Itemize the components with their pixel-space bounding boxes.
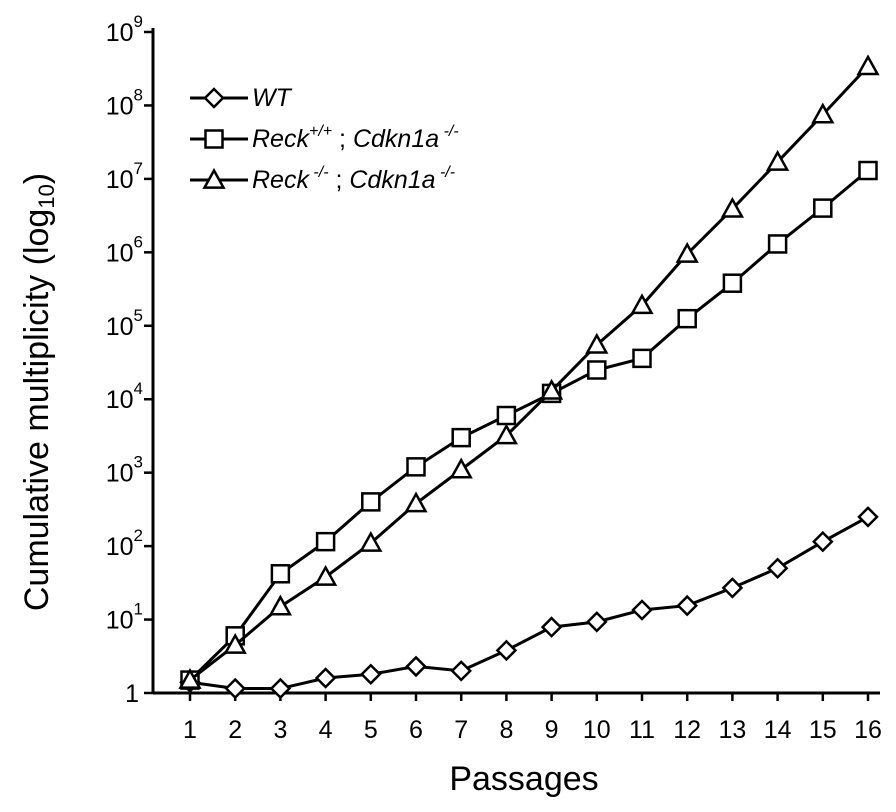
data-point-diamond: [766, 557, 789, 579]
legend: WT Reck+/+ ; Cdkn1a -/- Reck -/- ; Cdkn1…: [190, 84, 459, 194]
data-point-square: [406, 457, 426, 477]
data-point-triangle: [585, 332, 609, 354]
data-point-square: [632, 348, 652, 369]
data-point-triangle: [359, 530, 383, 552]
data-point-square: [677, 308, 697, 329]
data-point-square: [813, 198, 833, 218]
data-point-diamond: [812, 530, 834, 553]
x-tick-label: 4: [319, 716, 333, 744]
data-point-triangle: [449, 457, 473, 479]
data-point-diamond: [314, 667, 337, 689]
data-point-square: [587, 360, 607, 380]
y-tick-label: 109: [106, 12, 143, 47]
data-point-diamond: [269, 677, 292, 700]
y-tick-label: 1: [125, 680, 139, 708]
data-point-square: [315, 531, 336, 552]
y-tick-label: 101: [106, 600, 143, 635]
x-tick-label: 8: [499, 716, 513, 744]
x-tick-label: 11: [629, 716, 655, 744]
data-point-triangle: [268, 594, 293, 616]
data-point-triangle: [404, 491, 428, 513]
data-point-triangle: [765, 149, 790, 171]
x-tick-label: 12: [673, 716, 701, 744]
data-point-triangle: [223, 632, 247, 654]
series-line: [188, 169, 869, 682]
x-tick-label: 16: [854, 716, 882, 744]
data-point-diamond: [224, 677, 246, 700]
data-point-triangle: [675, 241, 699, 263]
y-tick-label: 104: [106, 379, 143, 414]
legend-label-wt: WT: [252, 84, 293, 112]
x-tick-label: 6: [409, 716, 423, 744]
y-tick-label: 105: [106, 306, 143, 341]
data-point-square: [496, 405, 517, 426]
legend-label-reck-pp: Reck+/+ ; Cdkn1a -/-: [252, 123, 459, 153]
data-point-square: [451, 427, 471, 448]
data-point-triangle: [313, 564, 338, 586]
data-point-triangle: [811, 102, 835, 124]
legend-marker-square: [204, 129, 224, 149]
x-tick-label: 2: [228, 716, 242, 744]
x-tick-label: 15: [809, 716, 837, 744]
x-tick-label: 5: [364, 716, 378, 744]
y-tick-label: 107: [106, 159, 143, 194]
series-line: [189, 65, 870, 682]
y-tick-label: 108: [106, 85, 143, 120]
y-tick-label: 102: [106, 526, 143, 561]
x-tick-label: 13: [718, 716, 746, 744]
data-point-square: [361, 492, 381, 512]
data-point-diamond: [676, 594, 698, 617]
data-point-triangle: [494, 423, 519, 445]
data-point-triangle: [630, 293, 654, 315]
x-tick-label: 7: [454, 716, 468, 744]
y-axis-ticks: 1 101 102 103 104 105 106 107 108 109: [106, 12, 153, 708]
data-point-square: [767, 234, 788, 254]
data-point-diamond: [857, 506, 879, 528]
data-point-diamond: [405, 655, 427, 678]
x-axis-title: Passages: [449, 760, 598, 798]
data-point-square: [270, 564, 291, 584]
legend-markers: [190, 87, 248, 189]
x-tick-label: 9: [545, 716, 559, 744]
y-tick-label: 103: [106, 453, 143, 488]
x-tick-label: 3: [273, 716, 287, 744]
x-axis-ticks: 1 2 3 4 5 6 7 8 9 10 11 12 13 14 15 16: [183, 693, 882, 744]
data-point-diamond: [540, 616, 563, 638]
y-axis-title: Cumulative multiplicity (log10): [18, 173, 59, 611]
x-tick-label: 14: [764, 716, 792, 744]
data-point-diamond: [360, 663, 382, 686]
data-point-triangle: [856, 54, 880, 76]
data-point-square: [858, 160, 878, 181]
legend-marker-diamond: [203, 87, 225, 109]
series-2: [178, 54, 880, 689]
data-point-diamond: [721, 577, 744, 599]
legend-marker-triangle: [202, 167, 226, 189]
data-point-diamond: [631, 599, 653, 621]
data-point-diamond: [450, 660, 472, 682]
series-line: [189, 515, 869, 691]
legend-label-reck-mm: Reck -/- ; Cdkn1a -/-: [252, 164, 455, 194]
x-tick-label: 1: [183, 716, 197, 744]
data-point-triangle: [178, 667, 202, 689]
y-tick-label: 106: [106, 232, 143, 267]
data-point-square: [722, 273, 743, 293]
data-point-diamond: [495, 639, 518, 662]
series-layer: [178, 54, 880, 700]
data-point-triangle: [539, 378, 564, 400]
x-tick-label: 10: [583, 716, 611, 744]
data-point-triangle: [720, 196, 745, 218]
data-point-diamond: [586, 611, 608, 633]
